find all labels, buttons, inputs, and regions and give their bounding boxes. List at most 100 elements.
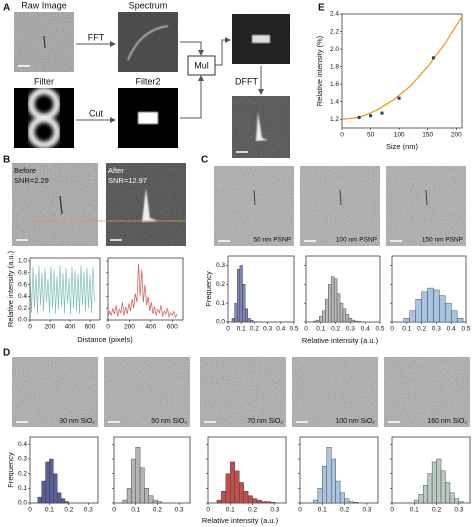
- x-axis-label: Relative intensity (a.u.): [302, 336, 379, 345]
- filter-window: [138, 112, 158, 124]
- histogram-bar: [243, 491, 249, 504]
- image-label: 150 nm PSNP: [422, 237, 463, 244]
- histogram-bar: [239, 265, 243, 323]
- image-noise: [200, 357, 286, 427]
- data-point: [397, 96, 401, 100]
- histogram-bar: [225, 473, 231, 504]
- histogram-bar: [57, 492, 62, 504]
- x-tick-label: 0.3: [84, 507, 93, 514]
- y-axis-label: Frequency: [204, 271, 213, 307]
- histogram-bar: [252, 498, 258, 504]
- x-tick-label: 200: [45, 324, 56, 331]
- histogram-bar: [458, 501, 464, 504]
- x-tick-label: 0.3: [346, 326, 355, 333]
- y-tick-label: 2.2: [330, 28, 339, 35]
- step-label: DFFT: [235, 76, 258, 86]
- x-tick-label: 50: [367, 132, 375, 139]
- histogram-bar: [322, 466, 327, 504]
- histogram-bar: [122, 499, 128, 504]
- histogram-bar: [144, 488, 149, 504]
- x-tick-label: 0.3: [362, 507, 371, 514]
- particle: [253, 189, 256, 206]
- histogram-bar: [238, 482, 244, 504]
- x-tick-label: 0: [390, 507, 394, 514]
- histogram-bar: [64, 501, 70, 504]
- histogram-bar: [221, 491, 227, 504]
- x-tick-label: 0: [106, 324, 110, 331]
- image-noise: [292, 357, 378, 427]
- spectrum-arc: [127, 25, 169, 61]
- image-label: Before: [14, 166, 36, 175]
- x-tick-label: 0: [340, 132, 344, 139]
- image-label: SNR=2.29: [14, 176, 49, 185]
- histogram-bar: [247, 318, 251, 323]
- histogram-bar: [230, 461, 235, 504]
- histogram-bar: [440, 470, 446, 504]
- x-tick-label: 0.4: [361, 326, 370, 333]
- histogram-bar: [427, 287, 434, 323]
- histogram-bar: [351, 319, 356, 323]
- histogram-bar: [148, 495, 154, 504]
- x-tick-label: 0.1: [316, 326, 325, 333]
- data-point: [431, 56, 435, 60]
- y-tick-label: 1.4: [330, 98, 339, 105]
- x-tick-label: 0: [298, 507, 302, 514]
- y-tick-label: 0.4: [18, 293, 27, 300]
- histogram-bar: [41, 480, 46, 504]
- x-tick-label: 0.2: [153, 507, 162, 514]
- panel-letter: E: [318, 3, 325, 14]
- histogram-bar: [331, 458, 336, 504]
- image-noise: [104, 357, 190, 427]
- histogram-bar: [319, 316, 323, 323]
- plot-frame: [29, 436, 99, 504]
- x-tick-label: 0.2: [64, 507, 73, 514]
- x-tick-label: 150: [422, 132, 433, 139]
- histogram-bar: [242, 284, 246, 323]
- histogram-bar: [270, 502, 276, 504]
- histogram-bar: [330, 276, 335, 323]
- x-tick-label: 400: [65, 324, 76, 331]
- image-noise: [386, 166, 466, 246]
- histogram-bar: [335, 480, 341, 504]
- layout: A Raw Image Spectrum Filter Filter2 FFT …: [3, 0, 325, 358]
- step-label: Cut: [89, 108, 104, 118]
- data-point: [369, 114, 373, 118]
- histogram-bar: [344, 498, 350, 504]
- particle: [59, 195, 63, 215]
- x-tick-label: 0.2: [331, 326, 340, 333]
- image-label: 50 nm SiO₂: [151, 418, 187, 425]
- x-tick-label: 0.3: [175, 507, 184, 514]
- image-title: Filter2: [135, 76, 160, 86]
- image-label: 50 nm PSNP: [253, 237, 291, 244]
- histogram-bar: [336, 293, 341, 323]
- data-line: [107, 263, 178, 319]
- histogram-bar: [436, 458, 442, 504]
- image-title: Spectrum: [129, 0, 168, 10]
- histogram-bar: [53, 473, 58, 504]
- x-tick-label: 0: [112, 507, 116, 514]
- histogram-bar: [126, 488, 132, 504]
- x-tick-label: 0.2: [250, 326, 259, 333]
- histogram-bar: [265, 501, 271, 504]
- image-label: 160 nm SiO₂: [427, 418, 467, 425]
- histogram-bar: [45, 461, 50, 504]
- histogram-bar: [354, 320, 358, 323]
- data-line: [341, 16, 463, 120]
- y-tick-label: 1.8: [330, 63, 339, 70]
- x-tick-label: 0: [28, 324, 32, 331]
- y-tick-label: 0.0: [18, 500, 27, 507]
- particle: [256, 112, 268, 141]
- y-tick-label: 0.2: [18, 305, 27, 312]
- y-tick-label: 0.3: [18, 456, 27, 463]
- histogram-bar: [247, 495, 253, 504]
- image-label: After: [108, 166, 124, 175]
- image-label: 100 nm SiO₂: [335, 418, 375, 425]
- image-noise: [384, 357, 470, 427]
- particle: [425, 189, 428, 206]
- x-tick-label: 400: [145, 324, 156, 331]
- panel-letter: B: [3, 155, 10, 166]
- histogram-bar: [421, 291, 428, 323]
- image-label: 100 nm PSNP: [336, 237, 377, 244]
- y-tick-label: 0.3: [216, 262, 225, 269]
